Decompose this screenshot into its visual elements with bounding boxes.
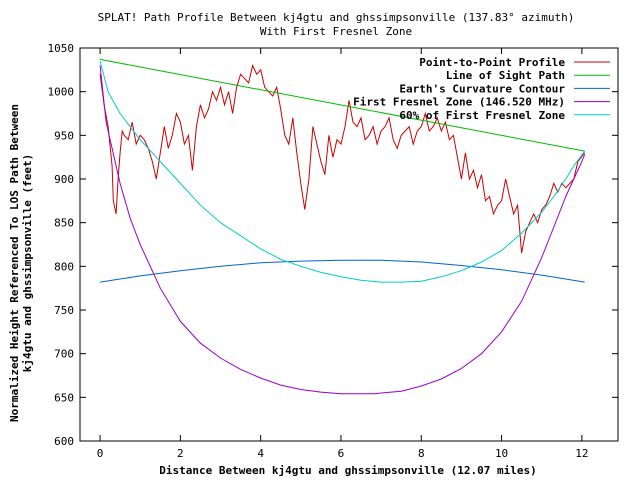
x-tick-label: 6 [338, 447, 345, 460]
y-tick-label: 800 [54, 260, 74, 273]
chart-title: SPLAT! Path Profile Between kj4gtu and g… [98, 11, 575, 24]
x-tick-label: 4 [257, 447, 264, 460]
plot-frame [79, 47, 619, 442]
legend-label-first-fresnel-zone-146-520-mhz: First Fresnel Zone (146.520 MHz) [353, 96, 565, 109]
axis-ticks: 600 650 700 750 800 850 900 950 1000 1050 0 2 4 6 8 10 1… [48, 42, 618, 460]
x-tick-label: 12 [575, 447, 588, 460]
x-tick-label: 2 [177, 447, 184, 460]
y-tick-label: 600 [54, 435, 74, 448]
legend-label-60-of-first-fresnel-zone: 60% of First Fresnel Zone [399, 109, 565, 122]
series-line-earth-s-curvature-contour [100, 259, 585, 283]
series-layer [99, 58, 586, 395]
y-tick-label: 850 [54, 217, 74, 230]
legend-label-earth-s-curvature-contour: Earth's Curvature Contour [399, 82, 565, 95]
legend-label-point-to-point-profile: Point-to-Point Profile [419, 56, 565, 69]
chart-subtitle: With First Fresnel Zone [260, 25, 412, 38]
legend-label-line-of-sight-path: Line of Sight Path [446, 69, 565, 82]
x-tick-label: 10 [495, 447, 508, 460]
series-line-60-of-first-fresnel-zone [99, 60, 586, 283]
y-axis-label-line-1: Normalized Height Referenced To LOS Path… [8, 104, 21, 422]
series-line-line-of-sight-path [100, 58, 585, 152]
x-axis-label: Distance Between kj4gtu and ghssimpsonvi… [159, 464, 537, 477]
plot-border [79, 47, 619, 442]
y-tick-label: 950 [54, 129, 74, 142]
series-line-first-fresnel-zone-146-520-mhz [99, 65, 586, 395]
y-axis-label-line-2: kj4gtu and ghssimpsonville (feet) [21, 154, 34, 373]
y-tick-label: 1000 [48, 86, 75, 99]
y-tick-label: 700 [54, 348, 74, 361]
x-tick-label: 8 [418, 447, 425, 460]
y-tick-label: 750 [54, 304, 74, 317]
x-tick-label: 0 [97, 447, 104, 460]
y-tick-label: 650 [54, 391, 74, 404]
y-tick-label: 1050 [48, 42, 75, 55]
y-tick-label: 900 [54, 173, 74, 186]
series-line-point-to-point-profile [99, 63, 586, 254]
